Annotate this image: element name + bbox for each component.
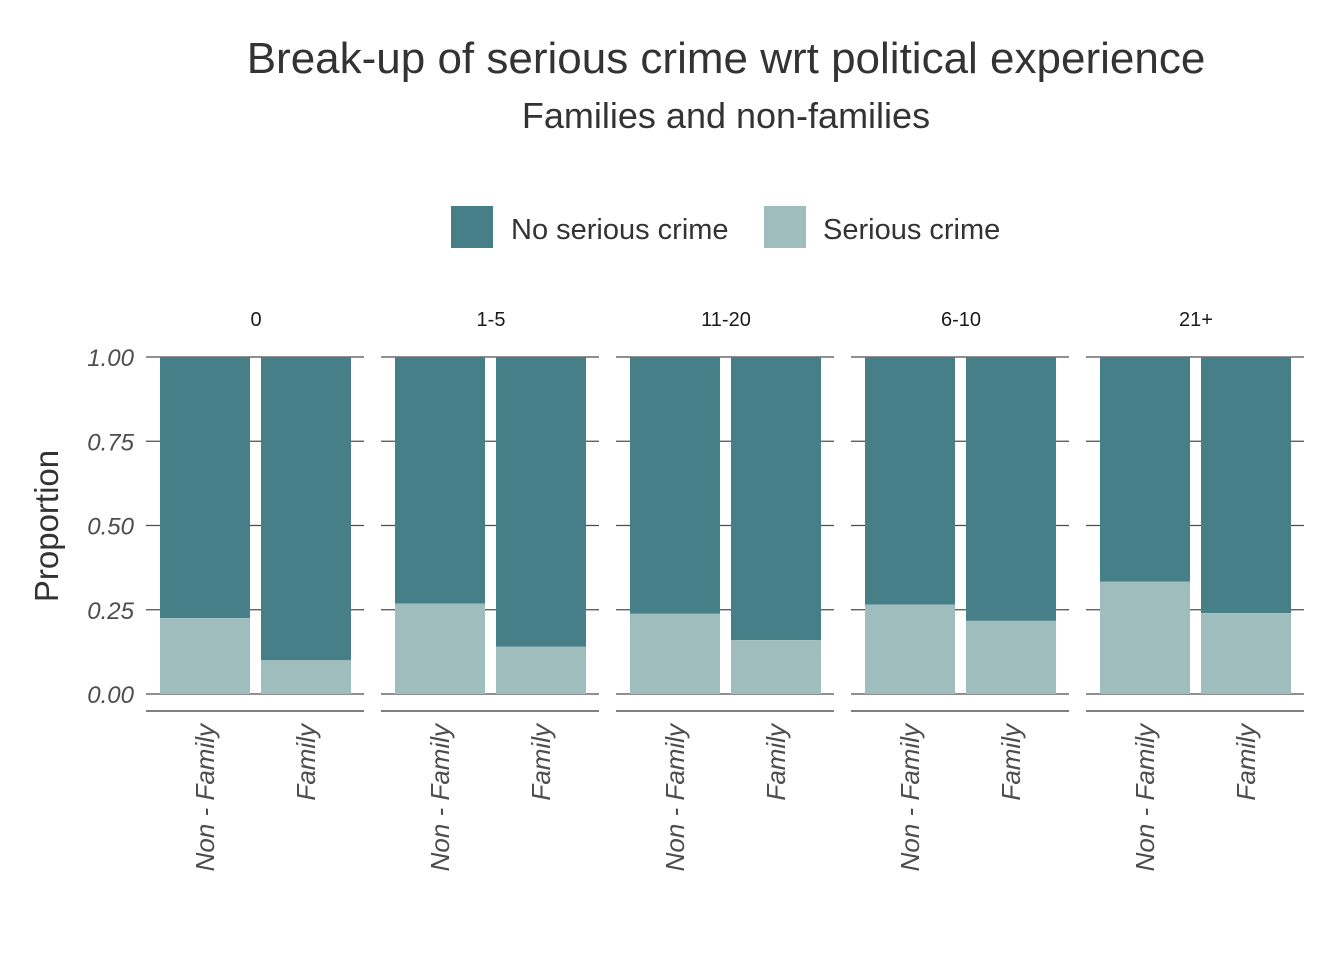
bar-serious-crime: [160, 618, 250, 694]
bar-no-serious-crime: [865, 357, 955, 605]
bar-no-serious-crime: [1100, 357, 1190, 582]
y-axis-ticks: 0.00 0.25 0.50 0.75 1.00: [87, 345, 134, 709]
bar-serious-crime: [865, 604, 955, 694]
facet-panel-11-20: 11-20 Non - Family Family: [616, 309, 834, 871]
facet-strip-label: 6-10: [941, 309, 981, 331]
bar-serious-crime: [1201, 613, 1291, 694]
facet-strip-label: 11-20: [701, 309, 751, 331]
x-tick-label: Family: [526, 722, 556, 801]
bar-serious-crime: [261, 660, 351, 694]
x-tick-label: Family: [291, 722, 321, 801]
y-tick-label: 0.75: [87, 429, 134, 456]
legend-swatch-serious-crime: [764, 206, 806, 248]
chart-subtitle: Families and non-families: [522, 95, 930, 136]
x-tick-label: Family: [996, 722, 1026, 801]
x-tick-label: Family: [761, 722, 791, 801]
legend: No serious crime Serious crime: [451, 206, 1000, 248]
x-tick-label: Non - Family: [190, 722, 220, 871]
x-tick-label: Non - Family: [895, 722, 925, 871]
bar-serious-crime: [496, 646, 586, 694]
y-tick-label: 0.00: [87, 682, 134, 709]
facet-strip-label: 1-5: [477, 309, 506, 331]
facet-panels: 0 Non - Family Family 1-5 Non - Family Family…: [146, 309, 1304, 871]
bar-no-serious-crime: [731, 357, 821, 641]
facet-panel-0: 0 Non - Family Family: [146, 309, 364, 871]
x-tick-label: Non - Family: [660, 722, 690, 871]
y-axis-label: Proportion: [28, 450, 65, 602]
facet-panel-21+: 21+ Non - Family Family: [1086, 309, 1304, 871]
bar-serious-crime: [966, 620, 1056, 694]
facet-strip-label: 21+: [1179, 309, 1213, 331]
y-tick-label: 0.25: [87, 598, 134, 625]
facet-panel-1-5: 1-5 Non - Family Family: [381, 309, 599, 871]
x-tick-label: Non - Family: [425, 722, 455, 871]
facet-strip-label: 0: [250, 309, 261, 331]
bar-serious-crime: [1100, 581, 1190, 694]
legend-label-serious-crime: Serious crime: [823, 214, 1000, 246]
x-tick-label: Non - Family: [1130, 722, 1160, 871]
legend-swatch-no-serious-crime: [451, 206, 493, 248]
bar-no-serious-crime: [395, 357, 485, 604]
legend-label-no-serious-crime: No serious crime: [511, 214, 729, 246]
bar-no-serious-crime: [966, 357, 1056, 621]
bar-serious-crime: [395, 603, 485, 694]
bar-serious-crime: [630, 613, 720, 694]
bar-serious-crime: [731, 640, 821, 694]
bar-no-serious-crime: [496, 357, 586, 647]
bar-no-serious-crime: [630, 357, 720, 614]
y-tick-label: 1.00: [87, 345, 134, 372]
bar-no-serious-crime: [160, 357, 250, 619]
y-tick-label: 0.50: [87, 514, 134, 541]
bar-no-serious-crime: [261, 357, 351, 661]
bar-no-serious-crime: [1201, 357, 1291, 614]
facet-panel-6-10: 6-10 Non - Family Family: [851, 309, 1069, 871]
x-tick-label: Family: [1231, 722, 1261, 801]
chart-title: Break-up of serious crime wrt political …: [247, 34, 1206, 83]
